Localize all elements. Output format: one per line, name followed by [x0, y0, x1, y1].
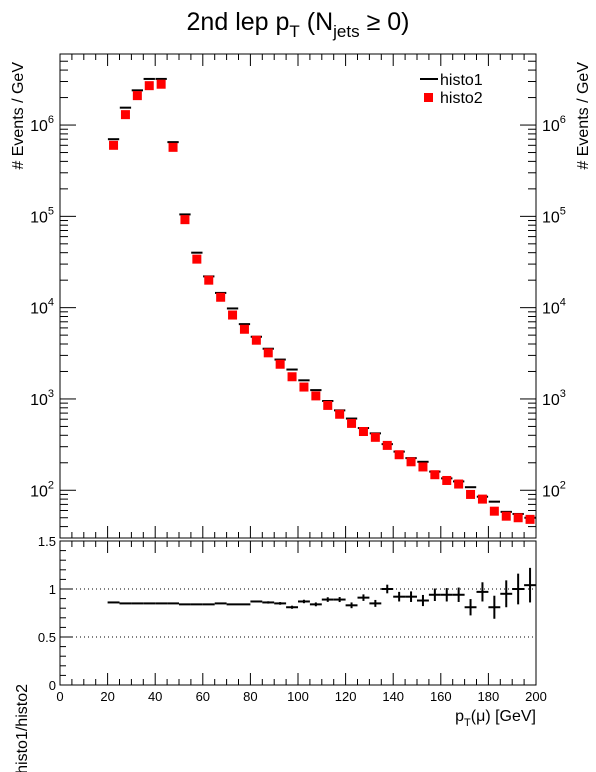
- histo2-point: [216, 292, 226, 302]
- top-y-tick-label: 105: [30, 205, 54, 226]
- chart-title: 2nd lep pT (Njets ≥ 0): [187, 8, 410, 41]
- histo2-point: [204, 275, 214, 285]
- histo2-point: [239, 324, 249, 334]
- x-axis-label: pT(μ) [GeV]: [455, 708, 536, 729]
- histo2-point: [228, 310, 238, 320]
- histo2-point: [120, 110, 130, 120]
- histo2-point: [180, 215, 190, 225]
- histo2-point: [347, 418, 357, 428]
- histo2-point: [287, 372, 297, 382]
- ratio-y-tick-label: 1: [49, 582, 56, 597]
- histo2-point: [251, 335, 261, 345]
- ratio-y-tick-labels: 0 0.5 1 1.5: [38, 534, 56, 693]
- ratio-y-tick-label: 0: [49, 678, 56, 693]
- x-tick-label: 180: [478, 689, 500, 704]
- x-tick-label: 100: [287, 689, 309, 704]
- histo2-point: [489, 506, 499, 516]
- top-y-tick-label: 102: [542, 479, 566, 500]
- x-tick-label: 160: [430, 689, 452, 704]
- top-y-axis-label-left: # Events / GeV: [10, 62, 27, 170]
- ratio-reference-lines: [60, 540, 536, 638]
- top-y-tick-label: 106: [542, 114, 566, 135]
- legend-histo1-label: histo1: [440, 72, 483, 89]
- top-y-tick-label: 103: [542, 388, 566, 409]
- histo2-point: [168, 142, 178, 152]
- histo2-point: [454, 479, 464, 489]
- top-y-tick-label: 103: [30, 388, 54, 409]
- histo2-point: [299, 382, 309, 392]
- histo2-point: [430, 470, 440, 480]
- histo2-point: [394, 450, 404, 460]
- histo2-point: [263, 348, 273, 358]
- legend-histo2-label: histo2: [440, 90, 483, 107]
- x-tick-label: 0: [56, 689, 63, 704]
- ratio-y-axis-label: histo1/histo2: [14, 684, 31, 772]
- x-tick-label: 20: [100, 689, 114, 704]
- histo2-point: [406, 457, 416, 467]
- x-tick-label: 80: [243, 689, 257, 704]
- x-tick-label: 60: [196, 689, 210, 704]
- top-y-tick-label: 104: [30, 297, 54, 318]
- histo2-point: [525, 514, 535, 524]
- histo2-point: [323, 400, 333, 410]
- x-tick-label: 120: [335, 689, 357, 704]
- ratio-x-tick-labels: 0 20 40 60 80 100 120 140 160 180 200: [56, 689, 546, 704]
- histo2-point: [466, 489, 476, 499]
- top-y-tick-label: 105: [542, 205, 566, 226]
- histo2-point: [144, 81, 154, 91]
- histo2-point: [513, 513, 523, 523]
- histo2-point: [418, 462, 428, 472]
- histo2-point: [477, 494, 487, 504]
- histo2-point: [192, 254, 202, 264]
- histo2-point: [275, 359, 285, 369]
- legend-box: [414, 66, 524, 110]
- histo2-point: [109, 140, 119, 150]
- histo2-point: [335, 409, 345, 419]
- top-plot-frame: [59, 53, 537, 539]
- histo2-point: [370, 432, 380, 442]
- x-tick-label: 200: [525, 689, 547, 704]
- top-y-axis-label-right: # Events / GeV: [575, 62, 592, 170]
- top-data-points: [107, 77, 536, 524]
- histo2-point: [311, 391, 321, 401]
- histo2-point: [442, 475, 452, 485]
- ratio-y-tick-label: 0.5: [38, 630, 56, 645]
- ratio-data-points: [107, 567, 536, 619]
- top-y-tick-label: 104: [542, 297, 566, 318]
- top-axis-ticks: [59, 53, 537, 539]
- histo2-point: [132, 91, 142, 101]
- top-y-tick-labels-right: 102 103 104 105 106: [542, 114, 566, 500]
- ratio-axis-ticks: [59, 540, 537, 686]
- top-y-tick-label: 106: [30, 114, 54, 135]
- legend-histo2-marker: [424, 93, 433, 102]
- histo2-point: [358, 427, 368, 437]
- x-tick-label: 140: [382, 689, 404, 704]
- histo2-point: [382, 440, 392, 450]
- ratio-plot-frame: [59, 540, 537, 686]
- top-y-tick-label: 102: [30, 479, 54, 500]
- histo2-point: [156, 79, 166, 89]
- ratio-y-tick-label: 1.5: [38, 534, 56, 549]
- histo2-point: [501, 511, 511, 521]
- x-tick-label: 40: [148, 689, 162, 704]
- top-y-tick-labels-left: 102 103 104 105 106: [30, 114, 54, 500]
